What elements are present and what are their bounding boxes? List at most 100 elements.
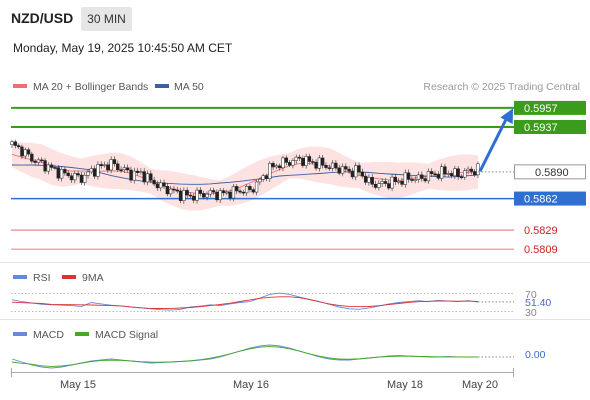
candle-body — [413, 179, 417, 181]
candle-body — [248, 186, 252, 190]
candle-body — [416, 174, 421, 180]
candle-body — [294, 156, 298, 161]
timeframe-button[interactable]: 30 MIN — [81, 7, 132, 31]
candle-body — [182, 190, 186, 201]
candle-body — [393, 176, 398, 183]
candle-body — [443, 166, 447, 175]
candle-body — [92, 168, 97, 177]
candle-body — [96, 164, 100, 177]
candle-body — [397, 180, 401, 183]
rsi-legend-label: RSI — [33, 272, 51, 284]
candle-body — [149, 173, 153, 181]
rsi-ma-legend-label: 9MA — [82, 272, 104, 284]
candle-body — [192, 195, 196, 201]
candle-body — [135, 170, 140, 173]
candle-body — [195, 189, 199, 201]
candle-body — [198, 189, 203, 194]
x-tick-labels: May 15 May 16 May 18 May 20 — [60, 379, 498, 391]
rsi-plot — [11, 292, 514, 312]
candle-body — [321, 157, 325, 166]
candle-body — [235, 186, 239, 192]
candle-body — [40, 159, 44, 162]
candle-body — [208, 190, 212, 195]
candle-body — [202, 193, 206, 198]
candle-body — [215, 191, 219, 201]
candle-body — [13, 141, 17, 146]
candle-body — [363, 175, 368, 183]
candle-body — [36, 159, 41, 163]
candle-body — [99, 164, 103, 167]
rsi-last-value: 51.40 — [525, 297, 551, 309]
candle-body — [403, 172, 407, 185]
candle-body — [287, 162, 292, 166]
macd-line — [11, 344, 478, 369]
rsi-tick-70: 70 — [525, 289, 537, 301]
level-tag-1 — [514, 119, 586, 134]
candle-body — [106, 164, 110, 171]
candle-body — [380, 181, 384, 184]
candle-body — [162, 182, 166, 187]
candle-body — [340, 166, 345, 174]
candle-body — [258, 179, 262, 183]
candle-body — [463, 170, 467, 178]
candle-body — [46, 164, 51, 172]
candle-body — [476, 163, 480, 176]
macd-signal-swatch — [75, 332, 89, 336]
macd-signal-legend-label: MACD Signal — [95, 329, 158, 341]
candle-body — [281, 157, 285, 169]
candle-body — [271, 163, 275, 168]
candle-body — [228, 191, 232, 199]
candle-body — [86, 171, 90, 176]
candle-body — [119, 169, 123, 171]
macd-swatch — [13, 332, 27, 336]
candle-body — [83, 175, 87, 183]
candle-body — [254, 181, 259, 193]
candle-body — [218, 190, 222, 201]
candle-body — [377, 183, 381, 188]
candle-body — [334, 162, 338, 169]
candle-body — [311, 161, 315, 163]
candle-body — [426, 171, 431, 182]
candle-body — [449, 173, 454, 177]
candle-body — [317, 157, 322, 169]
candle-body — [102, 164, 107, 167]
candle-body — [168, 188, 173, 195]
rsi-line — [11, 292, 479, 311]
candle-body — [50, 164, 54, 168]
candle-body — [241, 191, 245, 194]
ma20-line — [11, 153, 479, 195]
candle-body — [139, 171, 143, 173]
candle-body — [261, 175, 265, 180]
candle-body — [347, 168, 351, 172]
level-tag-2 — [514, 191, 586, 206]
candle-body — [264, 175, 269, 179]
rsi-tick-30: 30 — [525, 307, 537, 319]
candle-body — [30, 153, 34, 162]
candle-body — [20, 146, 24, 157]
candle-body — [89, 168, 93, 173]
candle-body — [155, 183, 160, 189]
candle-body — [225, 191, 229, 194]
candle-body — [367, 177, 371, 183]
candle-body — [354, 165, 358, 178]
candle-body — [453, 168, 457, 177]
candle-body — [112, 159, 117, 165]
candle-body — [126, 167, 130, 171]
candle-body — [145, 173, 150, 183]
candle-body — [307, 156, 312, 162]
ma20-legend-label: MA 20 + Bollinger Bands — [33, 81, 148, 93]
ma50-swatch — [155, 84, 169, 88]
candle-body — [357, 165, 361, 173]
rsi-ma-line — [11, 296, 479, 309]
candle-body — [406, 172, 411, 180]
candle-body — [420, 174, 424, 179]
candle-body — [324, 165, 328, 168]
candle-body — [327, 167, 331, 169]
candle-body — [370, 177, 374, 185]
forecast-arrow-head — [500, 108, 513, 125]
x-tick-label: May 18 — [387, 379, 423, 391]
candle-body — [297, 156, 302, 159]
candle-body — [400, 180, 404, 185]
candle-body — [165, 186, 169, 195]
candle-body — [268, 163, 272, 179]
